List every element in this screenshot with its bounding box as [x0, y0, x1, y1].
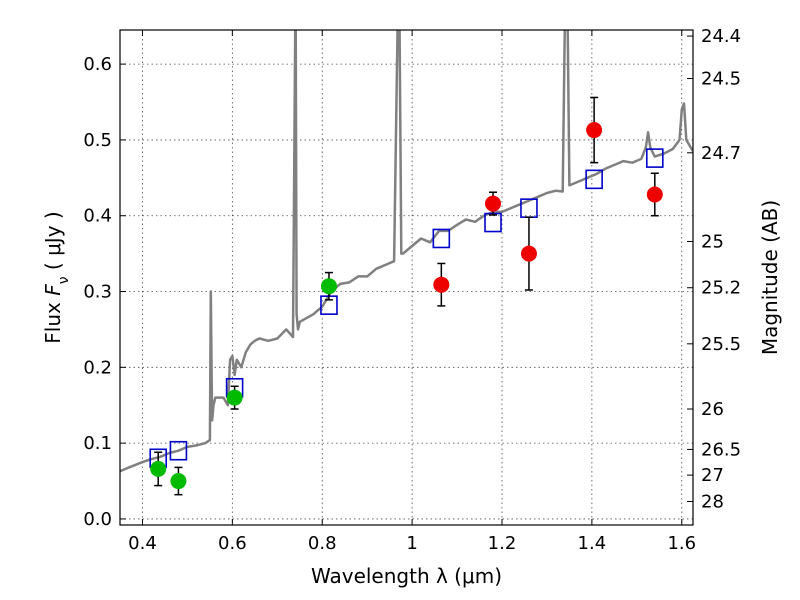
x-axis: 0.4 0.6 0.8 1 1.2 1.4 1.6	[128, 30, 696, 554]
observed-flux-point	[433, 276, 450, 293]
x-tick-label: 1.6	[667, 533, 696, 554]
model-photometry-square	[484, 212, 502, 233]
y-tick-label: 0.5	[83, 130, 112, 151]
right-tick-label: 28	[701, 492, 724, 513]
right-axis-title: Magnitude (AB)	[758, 200, 782, 355]
y-axis-title-symbol: F	[41, 284, 65, 296]
observed-flux-point	[646, 186, 663, 203]
y-axis-title-unit: ( μJy )	[41, 211, 65, 276]
observed-flux-point	[170, 473, 187, 490]
sed-model-line	[120, 30, 693, 473]
right-tick-label: 27	[701, 465, 724, 486]
x-tick-label: 1.4	[578, 533, 607, 554]
y-tick-label: 0.3	[83, 282, 112, 303]
y-axis: 0.0 0.1 0.2 0.3 0.4 0.5 0.6	[83, 54, 126, 530]
right-tick-label: 26	[701, 399, 724, 420]
plot-area	[120, 30, 693, 496]
y-axis-title-prefix: Flux	[41, 296, 65, 344]
observed-flux-point	[226, 389, 243, 406]
y-tick-label: 0.4	[83, 206, 112, 227]
observed-flux-point	[150, 460, 167, 477]
model-photometry-square	[169, 440, 188, 461]
x-axis-title: Wavelength λ (μm)	[311, 564, 502, 588]
observed-flux-point	[586, 122, 603, 139]
y-tick-label: 0.2	[83, 357, 112, 378]
right-tick-label: 24.4	[701, 26, 741, 47]
observed-flux-point	[485, 195, 502, 212]
x-tick-label: 0.4	[128, 533, 157, 554]
right-tick-label: 24.7	[701, 143, 741, 164]
right-tick-label: 25.5	[701, 334, 741, 355]
grid-lines	[120, 30, 693, 525]
y-tick-label: 0.1	[83, 433, 112, 454]
x-tick-label: 1	[406, 533, 417, 554]
right-tick-label: 25.2	[701, 278, 741, 299]
y-axis-title-subscript: ν	[56, 276, 72, 284]
right-tick-label: 25	[701, 231, 724, 252]
model-photometry-square	[432, 228, 451, 249]
x-tick-label: 1.2	[488, 533, 517, 554]
observed-flux-point	[320, 278, 337, 295]
y-axis-title: Flux Fν ( μJy )	[41, 211, 72, 343]
right-magnitude-axis: 24.4 24.5 24.7 25 25.2 25.5 26 26.5 27 28	[687, 26, 741, 513]
model-photometry-square	[585, 169, 603, 190]
x-tick-label: 0.8	[308, 533, 337, 554]
observed-flux-point	[520, 245, 537, 262]
right-tick-label: 24.5	[701, 69, 741, 90]
right-tick-label: 26.5	[701, 439, 741, 460]
y-tick-label: 0.6	[83, 54, 112, 75]
model-photometry-square	[645, 148, 664, 168]
plot-frame	[119, 29, 694, 526]
y-tick-label: 0.0	[83, 509, 112, 530]
x-tick-label: 0.6	[218, 533, 247, 554]
